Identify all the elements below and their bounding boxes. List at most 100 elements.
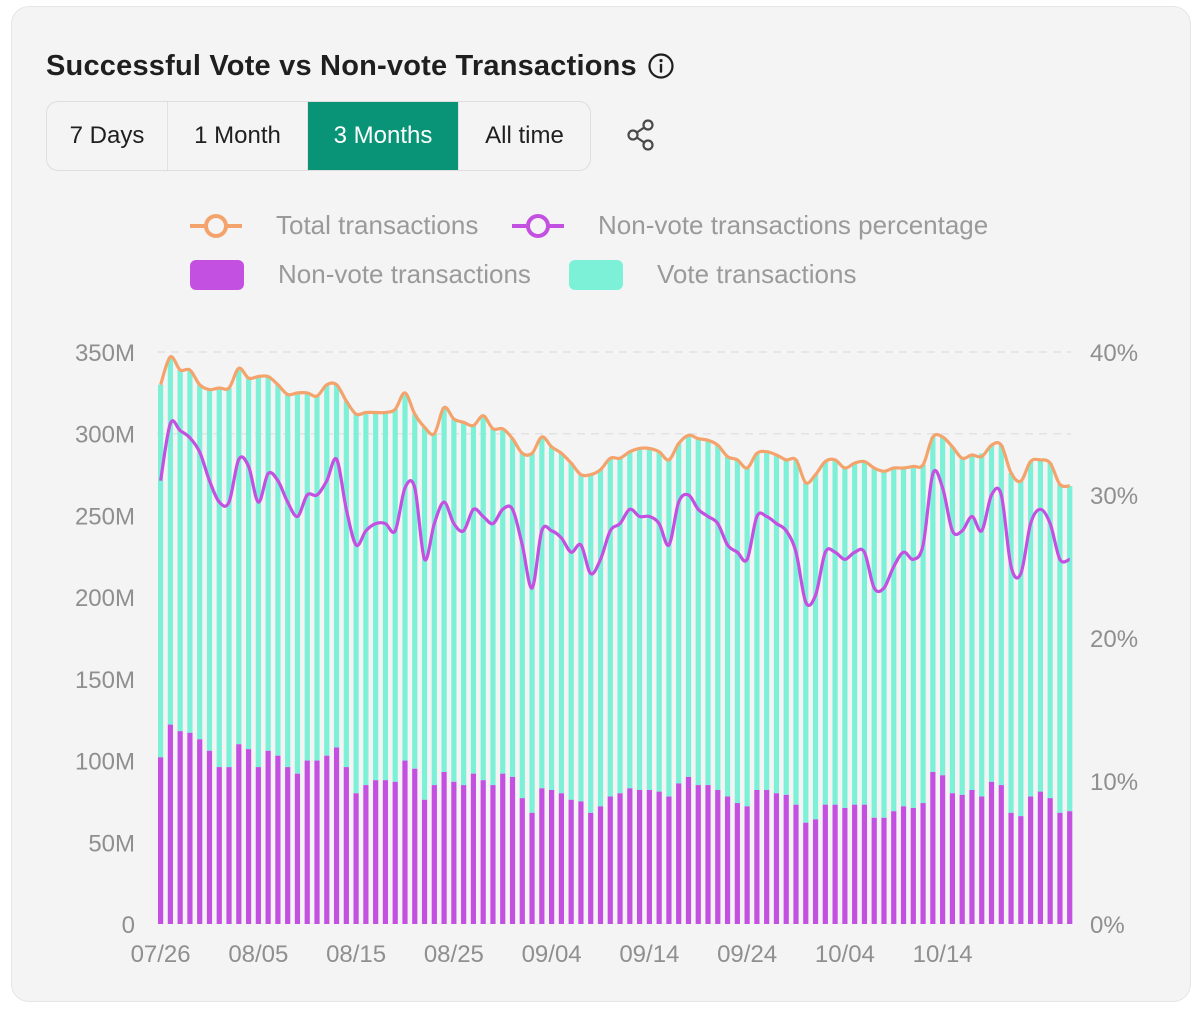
vote-bar bbox=[333, 384, 340, 748]
vote-bar bbox=[910, 466, 916, 808]
title-row: Successful Vote vs Non-vote Transactions bbox=[46, 46, 675, 86]
non-vote-bar bbox=[206, 750, 213, 924]
x-tick-label: 08/15 bbox=[326, 941, 386, 968]
non-vote-bar bbox=[617, 793, 623, 924]
x-tick-label: 10/14 bbox=[913, 941, 973, 968]
vote-bar bbox=[783, 459, 789, 795]
non-vote-bar bbox=[861, 804, 868, 924]
vote-bar bbox=[852, 463, 858, 805]
non-vote-bar bbox=[656, 791, 662, 924]
non-vote-bar bbox=[187, 732, 193, 924]
non-vote-bar bbox=[382, 780, 389, 924]
non-vote-bar bbox=[275, 755, 281, 924]
non-vote-bar bbox=[871, 817, 877, 924]
range-all-time[interactable]: All time bbox=[485, 122, 564, 149]
vote-bar bbox=[578, 474, 584, 802]
non-vote-bar bbox=[245, 749, 252, 924]
legend-non-vote-transactions[interactable]: Non-vote transactions bbox=[190, 259, 531, 290]
non-vote-bar bbox=[314, 760, 320, 924]
vote-bar bbox=[558, 453, 564, 794]
x-tick-label: 08/25 bbox=[424, 941, 484, 968]
non-vote-bar bbox=[353, 793, 359, 924]
non-vote-bar bbox=[627, 788, 633, 924]
info-icon[interactable] bbox=[647, 52, 675, 80]
vote-bar bbox=[1047, 463, 1053, 799]
range-1-month[interactable]: 1 Month bbox=[168, 102, 308, 170]
non-vote-bar bbox=[646, 789, 652, 924]
vote-bar bbox=[803, 482, 809, 823]
y-right-tick-label: 40% bbox=[1090, 340, 1138, 367]
vote-bar bbox=[1067, 486, 1073, 812]
non-vote-bar bbox=[1057, 812, 1063, 924]
y-left-tick-label: 200M bbox=[75, 585, 135, 612]
y-left-tick-label: 50M bbox=[88, 830, 135, 857]
non-vote-bar bbox=[392, 781, 398, 924]
non-vote-bar bbox=[940, 775, 946, 924]
vote-bar bbox=[402, 392, 408, 761]
vote-bar bbox=[695, 438, 701, 786]
vote-bar bbox=[949, 446, 956, 794]
non-vote-bar bbox=[793, 804, 799, 924]
vote-bar bbox=[421, 427, 428, 800]
vote-bar bbox=[500, 428, 506, 774]
non-vote-bar bbox=[803, 822, 809, 924]
non-vote-bar bbox=[822, 804, 828, 924]
vote-bar bbox=[744, 468, 750, 807]
vote-bar bbox=[275, 384, 281, 756]
vote-bar bbox=[461, 422, 467, 786]
non-vote-bar bbox=[265, 750, 271, 924]
vote-bar bbox=[930, 436, 936, 773]
vote-bar bbox=[216, 387, 222, 768]
vote-bar bbox=[734, 459, 740, 804]
non-vote-bar bbox=[421, 799, 428, 924]
time-range-selector: 7 Days 1 Month 3 Months All time bbox=[46, 101, 591, 171]
non-vote-bar bbox=[891, 811, 897, 924]
non-vote-bar bbox=[480, 780, 486, 924]
non-vote-bar bbox=[1047, 798, 1053, 924]
chart-title: Successful Vote vs Non-vote Transactions bbox=[46, 49, 637, 82]
y-left-tick-label: 150M bbox=[75, 667, 135, 694]
non-vote-bar bbox=[842, 807, 848, 924]
non-vote-bar bbox=[568, 799, 574, 924]
vote-bar bbox=[607, 458, 613, 797]
non-vote-bar bbox=[197, 739, 203, 924]
vote-bar bbox=[177, 369, 183, 732]
non-vote-bar bbox=[900, 806, 907, 924]
non-vote-bar bbox=[685, 776, 692, 924]
vote-bar bbox=[1057, 484, 1063, 813]
vote-bar bbox=[392, 409, 398, 782]
range-7-days[interactable]: 7 Days bbox=[47, 102, 168, 170]
legend-total-transactions[interactable]: Total transactions bbox=[190, 210, 478, 241]
vote-bar bbox=[382, 412, 389, 781]
non-vote-bar bbox=[343, 767, 349, 924]
vote-bar bbox=[773, 454, 780, 794]
legend-vote-transactions[interactable]: Vote transactions bbox=[569, 259, 856, 290]
non-vote-bar bbox=[695, 785, 701, 924]
y-left-tick-label: 250M bbox=[75, 503, 135, 530]
non-vote-bar bbox=[158, 757, 164, 924]
non-vote-bar bbox=[969, 789, 975, 924]
vote-bar bbox=[959, 458, 965, 795]
non-vote-bar bbox=[1067, 811, 1073, 924]
y-left-tick-label: 350M bbox=[75, 340, 135, 367]
vote-bar bbox=[646, 448, 652, 790]
x-tick-label: 09/24 bbox=[717, 941, 777, 968]
vote-bar bbox=[470, 425, 477, 774]
vote-bar bbox=[529, 453, 535, 813]
non-vote-bar bbox=[715, 789, 721, 924]
vote-bar bbox=[226, 387, 232, 768]
vote-bar bbox=[549, 446, 555, 790]
vote-bar bbox=[988, 445, 995, 782]
legend-non-vote-percentage[interactable]: Non-vote transactions percentage bbox=[512, 210, 988, 241]
non-vote-bar bbox=[373, 780, 379, 924]
vote-bar bbox=[920, 464, 926, 804]
share-icon[interactable] bbox=[620, 114, 662, 156]
y-left-tick-label: 300M bbox=[75, 422, 135, 449]
vote-bar bbox=[187, 369, 193, 733]
vote-bar bbox=[197, 384, 203, 740]
legend-line-marker-icon bbox=[190, 213, 242, 238]
range-3-months[interactable]: 3 Months bbox=[308, 102, 459, 170]
vote-bar bbox=[431, 433, 437, 786]
non-vote-bar bbox=[920, 803, 926, 924]
